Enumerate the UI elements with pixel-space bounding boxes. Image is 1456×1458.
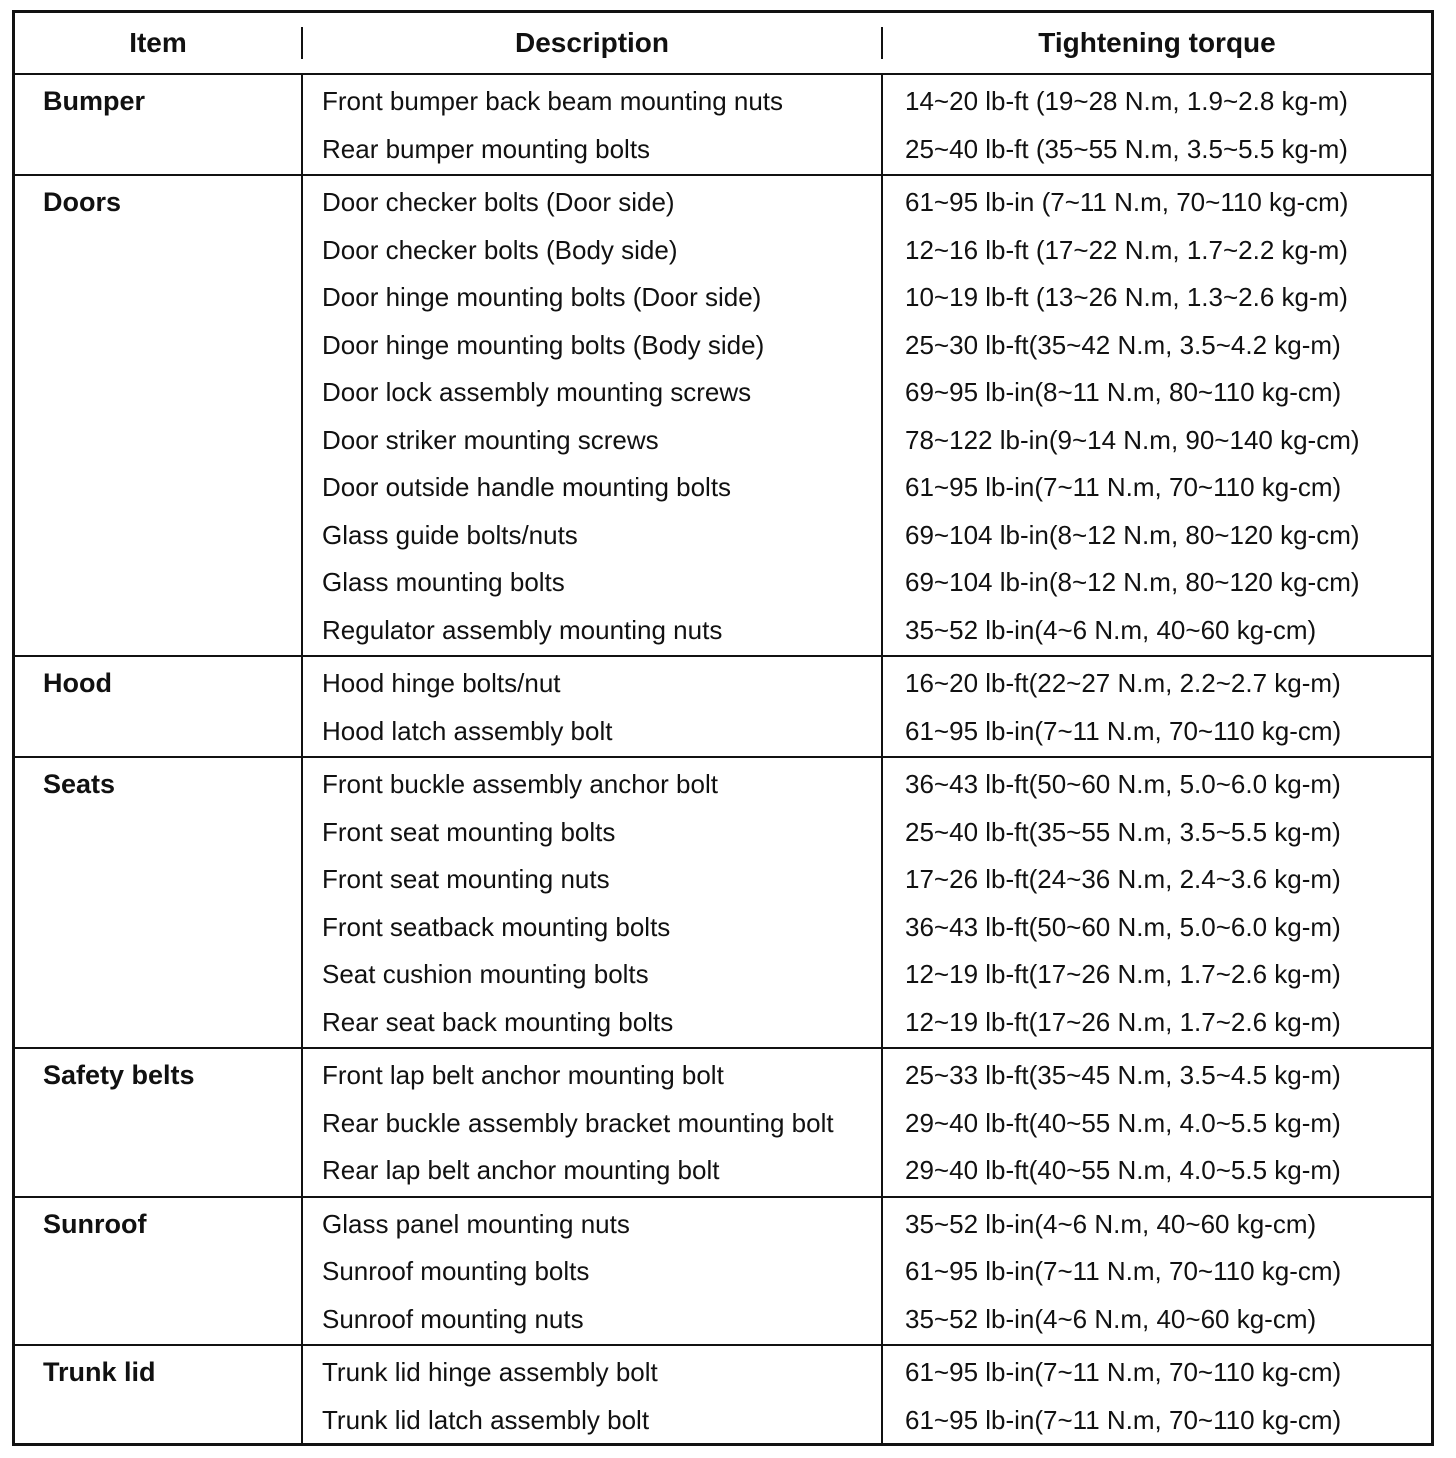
description-text: Rear buckle assembly bracket mounting bo… (322, 1107, 834, 1138)
torque-cell: 35~52 lb-in(4~6 N.m, 40~60 kg-cm) 61~95 l… (883, 1198, 1431, 1345)
description-text: Front buckle assembly anchor bolt (322, 769, 718, 799)
item-cell: Hood (15, 657, 303, 756)
torque-value-text: 29~40 lb-ft(40~55 N.m, 4.0~5.5 kg-m) (905, 1155, 1341, 1185)
torque-value-text: 25~30 lb-ft(35~42 N.m, 3.5~4.2 kg-m) (905, 329, 1341, 360)
description-text: Door lock assembly mounting screws (322, 377, 752, 407)
item-cell: Safety belts (15, 1049, 303, 1196)
description-text: Door checker bolts (Body side) (322, 234, 678, 265)
torque-value-text: 61~95 lb-in(7~11 N.m, 70~110 kg-cm) (905, 715, 1342, 746)
torque-value-text: 10~19 lb-ft (13~26 N.m, 1.3~2.6 kg-m) (905, 282, 1348, 312)
tightening-torque-table: Item Description Tightening torque Bumpe… (12, 10, 1434, 1446)
description-text: Rear seat back mounting bolts (322, 1006, 674, 1037)
torque-value-text: 17~26 lb-ft(24~36 N.m, 2.4~3.6 kg-m) (905, 864, 1341, 894)
description-cell: Front lap belt anchor mounting bolt Rear … (303, 1049, 883, 1196)
description-text: Regulator assembly mounting nuts (322, 614, 723, 645)
header-item: Item (15, 27, 303, 59)
table-body: Bumper Front bumper back beam mounting n… (15, 75, 1431, 1445)
torque-value-text: 35~52 lb-in(4~6 N.m, 40~60 kg-cm) (905, 1303, 1317, 1334)
torque-cell: 61~95 lb-in (7~11 N.m, 70~110 kg-cm) 12~1… (883, 176, 1431, 655)
description-text: Trunk lid latch assembly bolt (322, 1404, 650, 1435)
table-section: Sunroof Glass panel mounting nuts Sunroof… (15, 1197, 1431, 1346)
description-text: Sunroof mounting nuts (322, 1303, 584, 1334)
torque-value-text: 12~16 lb-ft (17~22 N.m, 1.7~2.2 kg-m) (905, 234, 1348, 265)
item-label: Trunk lid (43, 1357, 156, 1387)
item-label: Safety belts (43, 1060, 195, 1090)
header-description: Description (303, 27, 883, 59)
description-text: Door checker bolts (Door side) (322, 187, 675, 217)
description-text: Front bumper back beam mounting nuts (322, 86, 784, 116)
torque-value-text: 16~20 lb-ft(22~27 N.m, 2.2~2.7 kg-m) (905, 668, 1341, 698)
header-tightening-torque: Tightening torque (1038, 27, 1276, 58)
description-text: Front seat mounting nuts (322, 864, 610, 894)
torque-value-text: 12~19 lb-ft(17~26 N.m, 1.7~2.6 kg-m) (905, 959, 1341, 989)
torque-value-text: 61~95 lb-in(7~11 N.m, 70~110 kg-cm) (905, 1357, 1342, 1387)
torque-value-text: 69~104 lb-in(8~12 N.m, 80~120 kg-cm) (905, 567, 1360, 597)
table-section: Bumper Front bumper back beam mounting n… (15, 75, 1431, 176)
item-cell: Bumper (15, 75, 303, 174)
description-text: Rear bumper mounting bolts (322, 133, 651, 164)
description-cell: Glass panel mounting nuts Sunroof mountin… (303, 1197, 883, 1344)
torque-cell: 16~20 lb-ft(22~27 N.m, 2.2~2.7 kg-m) 61~9… (883, 657, 1431, 756)
description-text: Front seat mounting bolts (322, 816, 616, 847)
description-text: Sunroof mounting bolts (322, 1256, 590, 1286)
item-label: Doors (43, 187, 122, 217)
description-text: Front seatback mounting bolts (322, 911, 671, 942)
description-text: Door hinge mounting bolts (Door side) (322, 282, 762, 312)
item-label: Bumper (43, 86, 146, 116)
item-cell: Seats (15, 758, 303, 1047)
torque-value-text: 25~33 lb-ft(35~45 N.m, 3.5~4.5 kg-m) (905, 1060, 1341, 1090)
item-label: Seats (43, 769, 116, 799)
torque-value-text: 61~95 lb-in(7~11 N.m, 70~110 kg-cm) (905, 1404, 1342, 1435)
item-cell: Trunk lid (15, 1346, 303, 1445)
description-text: Hood hinge bolts/nut (322, 668, 561, 698)
torque-cell: 14~20 lb-ft (19~28 N.m, 1.9~2.8 kg-m) 25~… (883, 75, 1431, 174)
torque-value-text: 14~20 lb-ft (19~28 N.m, 1.9~2.8 kg-m) (905, 86, 1348, 116)
description-cell: Front bumper back beam mounting nuts Rear… (303, 75, 883, 174)
torque-cell: 25~33 lb-ft(35~45 N.m, 3.5~4.5 kg-m) 29~4… (883, 1049, 1431, 1196)
description-cell: Hood hinge bolts/nut Hood latch assembly … (303, 657, 883, 756)
torque-cell: 61~95 lb-in(7~11 N.m, 70~110 kg-cm) 61~95… (883, 1346, 1431, 1445)
description-text: Seat cushion mounting bolts (322, 959, 649, 989)
description-text: Glass mounting bolts (322, 567, 565, 597)
torque-cell: 36~43 lb-ft(50~60 N.m, 5.0~6.0 kg-m) 25~4… (883, 758, 1431, 1047)
item-label: Sunroof (43, 1208, 147, 1239)
table-section: Seats Front buckle assembly anchor bolt F… (15, 758, 1431, 1049)
table-section: Safety belts Front lap belt anchor mount… (15, 1049, 1431, 1198)
description-text: Trunk lid hinge assembly bolt (322, 1357, 658, 1387)
torque-value-text: 69~95 lb-in(8~11 N.m, 80~110 kg-cm) (905, 377, 1342, 407)
description-text: Front lap belt anchor mounting bolt (322, 1060, 724, 1090)
table-section: Trunk lid Trunk lid hinge assembly bolt T… (15, 1346, 1431, 1445)
torque-value-text: 12~19 lb-ft(17~26 N.m, 1.7~2.6 kg-m) (905, 1006, 1341, 1037)
torque-value-text: 61~95 lb-in(7~11 N.m, 70~110 kg-cm) (905, 472, 1342, 502)
torque-value-text: 69~104 lb-in(8~12 N.m, 80~120 kg-cm) (905, 519, 1360, 550)
description-cell: Trunk lid hinge assembly bolt Trunk lid l… (303, 1346, 883, 1445)
description-text: Door outside handle mounting bolts (322, 472, 732, 502)
torque-value-text: 36~43 lb-ft(50~60 N.m, 5.0~6.0 kg-m) (905, 911, 1341, 942)
torque-value-text: 25~40 lb-ft(35~55 N.m, 3.5~5.5 kg-m) (905, 816, 1341, 847)
description-text: Door striker mounting screws (322, 424, 659, 455)
description-cell: Door checker bolts (Door side) Door check… (303, 176, 883, 655)
description-cell: Front buckle assembly anchor bolt Front s… (303, 758, 883, 1047)
item-cell: Doors (15, 176, 303, 655)
torque-value-text: 35~52 lb-in(4~6 N.m, 40~60 kg-cm) (905, 614, 1317, 645)
item-label: Hood (43, 668, 112, 698)
table-section: Hood Hood hinge bolts/nut Hood latch asse… (15, 657, 1431, 758)
torque-value-text: 36~43 lb-ft(50~60 N.m, 5.0~6.0 kg-m) (905, 769, 1341, 799)
description-text: Glass panel mounting nuts (322, 1208, 630, 1239)
description-text: Glass guide bolts/nuts (322, 519, 578, 550)
table-header-row: Item Description Tightening torque (15, 13, 1431, 75)
torque-value-text: 29~40 lb-ft(40~55 N.m, 4.0~5.5 kg-m) (905, 1107, 1341, 1138)
torque-value-text: 25~40 lb-ft (35~55 N.m, 3.5~5.5 kg-m) (905, 133, 1348, 164)
torque-value-text: 35~52 lb-in(4~6 N.m, 40~60 kg-cm) (905, 1208, 1317, 1239)
torque-value-text: 61~95 lb-in (7~11 N.m, 70~110 kg-cm) (905, 187, 1349, 217)
description-text: Rear lap belt anchor mounting bolt (322, 1155, 720, 1185)
item-cell: Sunroof (15, 1197, 303, 1344)
table-section: Doors Door checker bolts (Door side) Door… (15, 176, 1431, 657)
description-text: Hood latch assembly bolt (322, 715, 613, 746)
description-text: Door hinge mounting bolts (Body side) (322, 329, 765, 360)
torque-value-text: 61~95 lb-in(7~11 N.m, 70~110 kg-cm) (905, 1256, 1342, 1286)
torque-value-text: 78~122 lb-in(9~14 N.m, 90~140 kg-cm) (905, 424, 1360, 455)
